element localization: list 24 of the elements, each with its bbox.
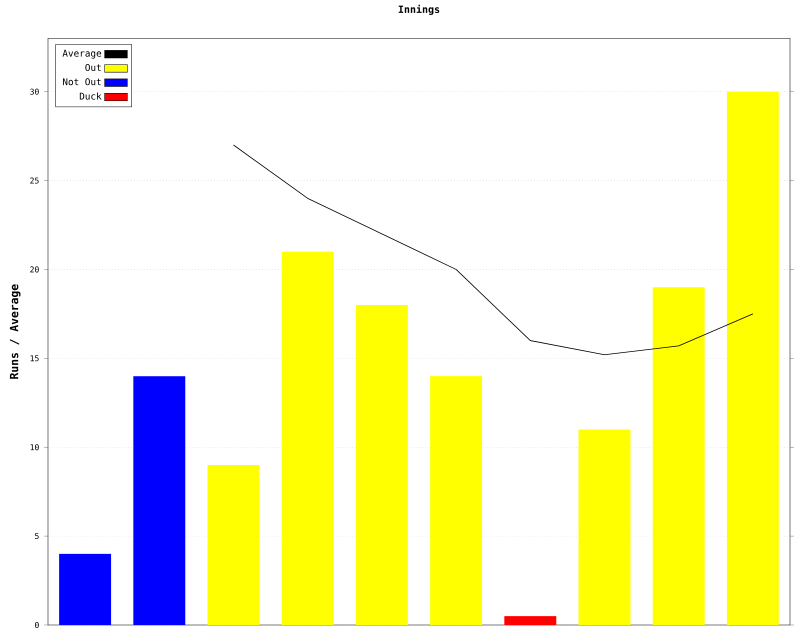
y-tick-label: 20 bbox=[30, 266, 39, 272]
bar bbox=[504, 616, 556, 626]
bar bbox=[652, 287, 705, 626]
line-series bbox=[233, 144, 754, 356]
y-axis-title: Runs / Average bbox=[10, 284, 20, 379]
bar bbox=[578, 429, 630, 626]
bar bbox=[208, 465, 260, 626]
bar bbox=[726, 92, 779, 626]
y-tick-label: 10 bbox=[30, 444, 39, 450]
bar bbox=[356, 304, 408, 626]
y-tick-label: 15 bbox=[30, 355, 39, 362]
y-tick-label: 0 bbox=[34, 622, 39, 628]
legend-label: Duck bbox=[80, 92, 102, 100]
chart-title: Innings bbox=[398, 4, 440, 15]
legend-label: Not Out bbox=[62, 78, 101, 86]
bar bbox=[282, 252, 334, 626]
legend-label: Out bbox=[85, 64, 101, 71]
y-tick-label: 30 bbox=[30, 88, 39, 95]
bar bbox=[133, 376, 186, 626]
bar bbox=[59, 554, 112, 626]
bar bbox=[430, 376, 482, 626]
y-tick-label: 25 bbox=[30, 178, 39, 184]
legend-label: Average bbox=[62, 50, 102, 59]
y-tick-label: 5 bbox=[35, 533, 39, 540]
